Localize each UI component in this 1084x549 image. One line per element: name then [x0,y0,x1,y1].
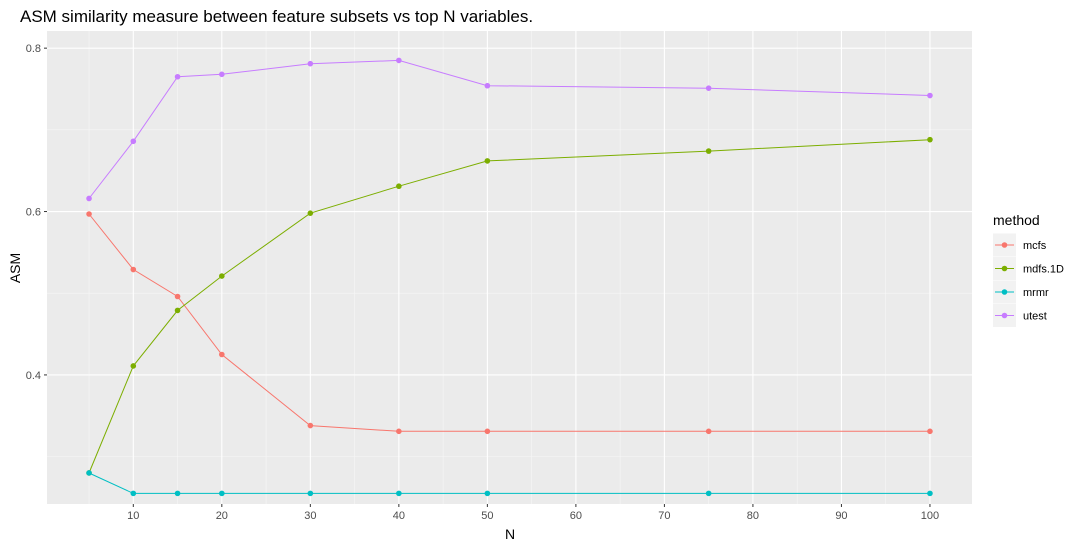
data-point-mcfs [705,428,712,435]
series-mdfs.1D [86,136,933,476]
legend-key-point [1001,265,1008,272]
series-mrmr [86,470,933,497]
y-axis-title: ASM [7,253,23,283]
data-point-mcfs [219,351,225,358]
data-point-mdfs.1D [174,307,181,314]
data-point-mrmr [130,490,137,497]
x-tick-label: 20 [216,510,228,522]
legend-label: mcfs [1023,240,1047,252]
x-tick-label: 100 [921,510,939,522]
data-point-mcfs [86,211,92,217]
data-point-utest [86,195,92,202]
x-tick-label: 50 [481,510,493,522]
data-point-utest [705,85,712,91]
data-point-mrmr [705,490,712,497]
minor-gridlines [47,31,972,504]
x-tick-label: 70 [658,510,670,522]
data-point-mdfs.1D [484,158,491,164]
data-point-mdfs.1D [927,136,933,143]
legend-items: mcfs mdfs.1D mrmr utest [993,233,1064,327]
y-tick-label: 0.8 [26,43,41,55]
legend-key-point [1001,242,1008,248]
legend-key-point [1001,289,1008,295]
data-point-mrmr [307,490,314,497]
x-tick-label: 90 [835,510,847,522]
data-point-mrmr [484,490,491,497]
x-axis: 10 20 30 40 50 60 70 80 90 100 [127,504,939,522]
data-point-mcfs [307,422,314,429]
y-tick-label: 0.6 [26,207,41,219]
data-point-mdfs.1D [307,210,314,216]
x-axis-title: N [505,526,515,542]
x-tick-label: 30 [304,510,316,522]
legend-key-point [1001,312,1008,319]
data-point-mcfs [396,428,402,435]
y-tick-label: 0.4 [26,370,41,382]
data-point-mdfs.1D [396,183,402,190]
x-tick-label: 60 [570,510,582,522]
x-tick-label: 80 [747,510,759,522]
data-point-mrmr [86,470,92,476]
data-point-mrmr [396,490,402,497]
legend: method mcfs mdfs.1D mrmr utest [993,212,1064,327]
legend-label: mrmr [1023,287,1049,299]
data-point-utest [396,57,402,64]
data-point-utest [484,82,491,89]
data-point-mrmr [927,490,933,497]
x-tick-label: 40 [393,510,405,522]
series-layer [86,57,933,497]
data-point-mcfs [174,293,181,300]
chart-title: ASM similarity measure between feature s… [20,7,533,26]
legend-title: method [993,212,1040,228]
data-point-mdfs.1D [219,273,225,279]
data-point-mcfs [927,428,933,435]
data-point-utest [174,73,181,80]
data-point-mrmr [174,490,181,497]
data-point-mrmr [219,490,225,497]
data-point-mcfs [130,266,137,273]
data-point-mdfs.1D [130,363,137,369]
data-point-utest [927,92,933,99]
data-point-utest [219,71,225,78]
plot-panel [47,31,972,504]
data-point-mdfs.1D [705,148,712,154]
x-tick-label: 10 [127,510,139,522]
legend-label: utest [1023,311,1047,323]
data-point-utest [307,60,314,67]
series-mcfs [86,211,933,435]
series-utest [86,57,933,202]
legend-label: mdfs.1D [1023,264,1064,276]
data-point-mcfs [484,428,491,435]
y-axis: 0.4 0.6 0.8 [26,43,47,382]
data-point-utest [130,138,137,145]
